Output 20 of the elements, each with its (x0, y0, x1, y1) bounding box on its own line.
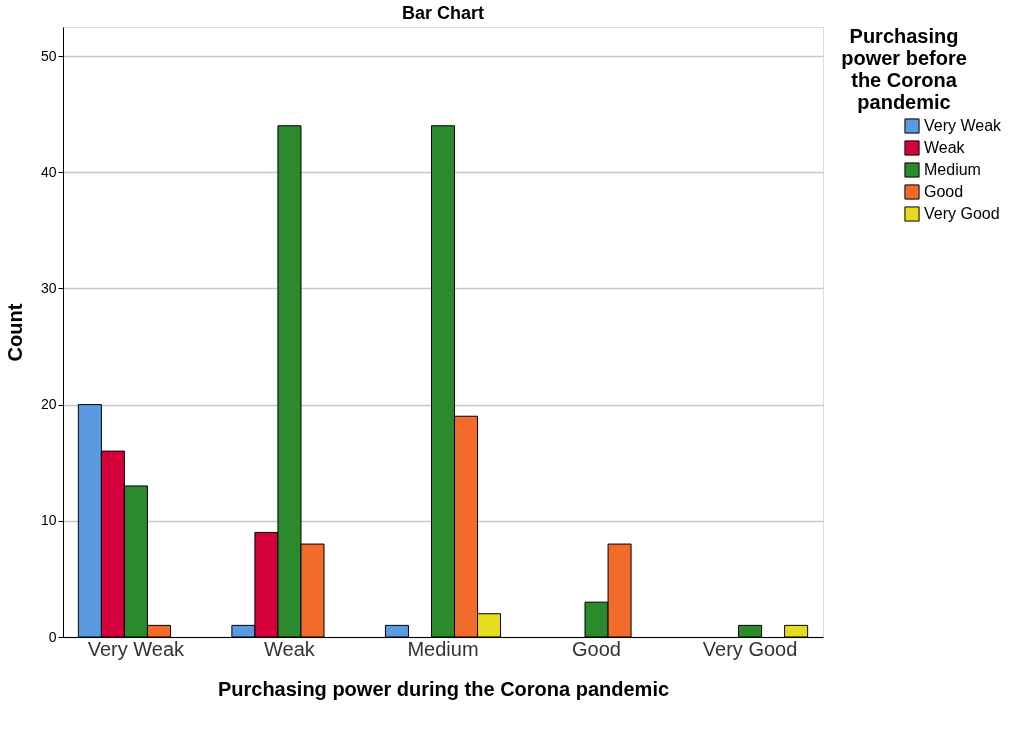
x-axis-title: Purchasing power during the Corona pandemic (217, 677, 670, 700)
chart-title: Bar Chart (401, 3, 485, 23)
y-tick-label: 0 (48, 628, 57, 645)
legend-label: Good (924, 183, 964, 200)
legend-label: Very Good (924, 205, 1000, 222)
y-tick-label: 50 (40, 47, 57, 64)
y-tick-label: 10 (40, 512, 57, 529)
x-tick-label: Good (572, 637, 621, 660)
legend-label: Weak (924, 139, 966, 156)
legend-label: Medium (924, 161, 981, 178)
x-tick-label: Very Good (702, 637, 798, 660)
x-tick-label: Very Weak (87, 637, 186, 660)
y-tick-label: 40 (40, 163, 57, 180)
x-tick-label: Medium (407, 637, 479, 660)
y-tick-label: 20 (40, 396, 57, 413)
y-tick-label: 30 (40, 279, 57, 296)
legend-label: Very Weak (924, 117, 1003, 134)
y-axis-title: Count (3, 303, 26, 362)
legend-title: Purchasing power before the Corona pandemic (841, 25, 967, 113)
x-tick-label: Weak (264, 637, 316, 660)
